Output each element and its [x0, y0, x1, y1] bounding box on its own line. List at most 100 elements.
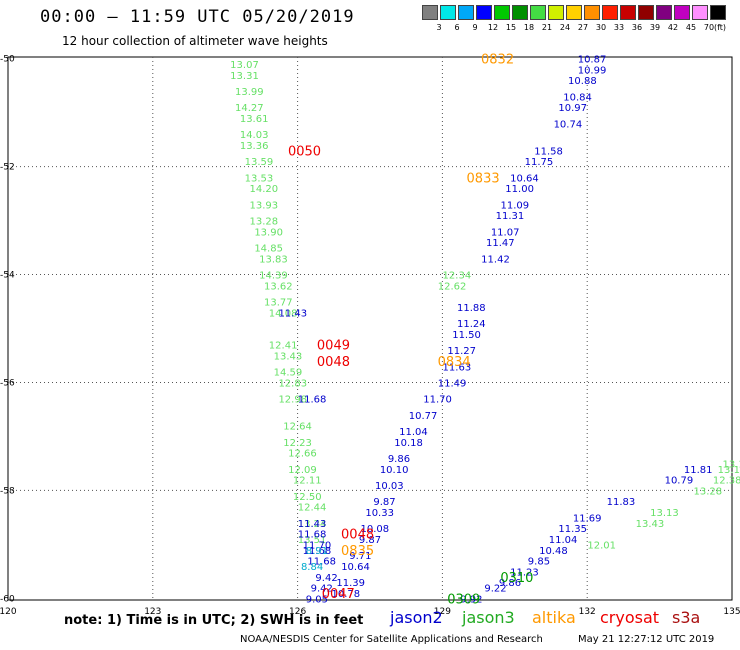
wave-height-point: 13.07: [230, 60, 259, 71]
color-scale-swatch: [512, 5, 528, 20]
wave-height-point: 12.38: [713, 476, 740, 487]
y-tick-label: -58: [0, 486, 15, 496]
color-scale-label: 6: [454, 23, 460, 32]
wave-height-point: 11.83: [607, 497, 636, 508]
footer-timestamp: May 21 12:27:12 UTC 2019: [578, 634, 715, 645]
y-tick-label: -60: [0, 594, 15, 604]
legend-item-altika: altika: [532, 608, 576, 627]
y-tick-label: -56: [0, 378, 15, 388]
wave-height-point: 11.04: [399, 427, 428, 438]
color-scale-label: 39: [649, 23, 661, 32]
footer-note: note: 1) Time is in UTC; 2) SWH is in fe…: [64, 613, 364, 628]
wave-height-point: 12.98: [278, 395, 307, 406]
wave-height-point: 12.41: [269, 341, 298, 352]
plot-frame: [7, 56, 733, 601]
color-scale-swatch: [422, 5, 438, 20]
pass-label: 0832: [481, 53, 514, 68]
wave-height-point: 9.05: [306, 594, 328, 605]
wave-height-point: 9.87: [373, 497, 395, 508]
color-scale-swatch: [602, 5, 618, 20]
wave-height-point: 11.42: [481, 254, 510, 265]
wave-height-point: 11.69: [573, 513, 602, 524]
wave-height-point: 10.78: [332, 589, 361, 600]
legend-item-cryosat: cryosat: [600, 608, 660, 627]
color-scale-swatch: [674, 5, 690, 20]
wave-height-point: 13.53: [245, 173, 274, 184]
wave-height-point: 9.86: [499, 578, 521, 589]
chart-title: 00:00 – 11:59 UTC 05/20/2019: [40, 7, 355, 27]
legend-item-jason3: jason3: [462, 608, 515, 627]
wave-height-point: 10.64: [341, 562, 370, 573]
color-scale-label: 21: [541, 23, 553, 32]
color-scale-swatch: [530, 5, 546, 20]
wave-height-point: 12.44: [298, 503, 327, 514]
wave-height-point: 10.08: [361, 524, 390, 535]
wave-height-point: 14.27: [235, 103, 264, 114]
wave-height-point: 13.51: [298, 535, 327, 546]
wave-height-point: 11.68: [307, 557, 336, 568]
color-scale-label: 12: [487, 23, 499, 32]
wave-height-point: 13.28: [694, 486, 723, 497]
color-scale-label: 18: [523, 23, 535, 32]
x-tick-label: 120: [0, 607, 17, 617]
wave-height-point: 11.70: [303, 540, 332, 551]
wave-height-point: 14.03: [240, 130, 269, 141]
wave-height-point: 11.09: [500, 200, 529, 211]
legend-item-jason2: jason2: [390, 608, 443, 627]
wave-height-point: 12.64: [283, 422, 312, 433]
color-scale-label: 45: [685, 23, 697, 32]
y-tick-label: -54: [0, 271, 15, 281]
wave-height-point: 12.62: [438, 281, 467, 292]
wave-height-point: 10.84: [563, 92, 592, 103]
wave-height-point: 12.01: [587, 540, 616, 551]
wave-height-point: 11.43: [278, 308, 307, 319]
wave-height-point: 11.50: [452, 330, 481, 341]
wave-height-point: 10.03: [375, 481, 404, 492]
pass-label: 0048: [317, 355, 350, 370]
pass-label: 0310: [500, 571, 533, 586]
wave-height-point: 10.97: [558, 103, 587, 114]
color-scale-unit: (ft): [714, 23, 727, 32]
pass-label: 0834: [438, 355, 471, 370]
wave-height-point: 14.20: [249, 184, 278, 195]
color-scale-swatch: [440, 5, 456, 20]
color-scale-label: 30: [595, 23, 607, 32]
wave-height-point: 10.64: [510, 173, 539, 184]
color-scale-swatch: [566, 5, 582, 20]
x-tick-label: 123: [144, 607, 161, 617]
color-scale-label: 24: [559, 23, 571, 32]
wave-height-point: 13.28: [249, 217, 278, 228]
wave-height-point: 10.33: [365, 508, 394, 519]
color-scale-swatch: [638, 5, 654, 20]
chart-axes: 120 123 126 129 132 135 -50 -52 -54 -56 -58 -60: [0, 55, 740, 617]
pass-label: 0833: [467, 171, 500, 186]
color-scale-swatch: [656, 5, 672, 20]
wave-height-point: 11.81: [684, 465, 713, 476]
wave-height-point: 13.13: [650, 508, 679, 519]
color-scale-swatch: [476, 5, 492, 20]
wave-height-point: 11.23: [510, 567, 539, 578]
wave-height-point: 12.11: [293, 476, 322, 487]
wave-height-point: 11.00: [505, 184, 534, 195]
wave-height-point: 14.08: [269, 308, 298, 319]
wave-height-point: 11.07: [491, 227, 520, 238]
wave-height-point: 11.75: [525, 157, 554, 168]
x-tick-label: 132: [579, 607, 596, 617]
wave-height-point: 12.23: [283, 438, 312, 449]
wave-height-point: 10.10: [380, 465, 409, 476]
pass-label: 0309: [447, 592, 480, 607]
wave-height-point: 13.90: [254, 227, 283, 238]
wave-height-point: 10.77: [409, 411, 438, 422]
wave-height-point: 12.83: [278, 378, 307, 389]
color-scale-label: 42: [667, 23, 679, 32]
wave-height-point: 11.68: [298, 530, 327, 541]
color-scale-label: 36: [631, 23, 643, 32]
wave-height-point: 13.31: [230, 71, 259, 82]
wave-height-point: 11.68: [303, 546, 332, 557]
x-tick-label: 135: [723, 607, 740, 617]
wave-height-point: 10.48: [539, 546, 568, 557]
wave-height-point: 13.62: [264, 281, 293, 292]
wave-height-point: 12.50: [293, 492, 322, 503]
color-scale-swatch: [620, 5, 636, 20]
wave-height-point: 12.34: [443, 271, 472, 282]
